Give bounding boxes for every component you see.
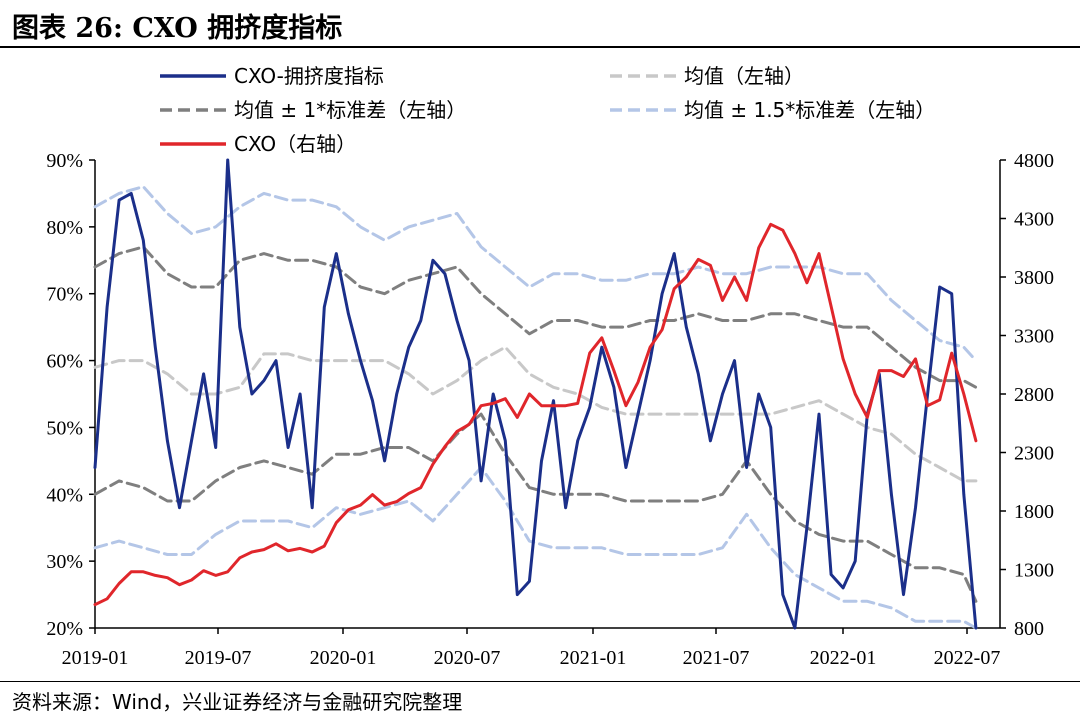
left-tick-label: 30% [46, 551, 83, 573]
right-tick-label: 4800 [1014, 150, 1054, 172]
right-tick-label: 800 [1014, 618, 1044, 640]
x-tick-label: 2019-01 [62, 647, 129, 669]
legend-1-5sd-label: 均值 ± 1.5*标准差（左轴） [684, 98, 935, 122]
x-tick-label: 2020-07 [434, 647, 501, 669]
right-tick-label: 3300 [1014, 326, 1054, 348]
legend-1sd-label: 均值 ± 1*标准差（左轴） [234, 98, 466, 122]
title-rule [0, 46, 1080, 48]
legend-crowding-label: CXO-拥挤度指标 [234, 64, 384, 88]
axes: 20% 30% 40% 50% 60% 70% 80% 90% 800 1300 1800 2300 2… [46, 150, 1054, 669]
series-lines [93, 158, 978, 630]
x-tick-label: 2020-01 [310, 647, 377, 669]
legend-cxo-label: CXO（右轴） [234, 132, 356, 156]
band-1sd-lower [93, 412, 978, 603]
left-tick-label: 80% [46, 217, 83, 239]
left-tick-label: 90% [46, 150, 83, 172]
left-tick-label: 40% [46, 484, 83, 506]
right-tick-label: 4300 [1014, 209, 1054, 231]
x-tick-label: 2021-01 [560, 647, 627, 669]
chart: CXO-拥挤度指标 均值（左轴） 均值 ± 1*标准差（左轴） 均值 ± 1.5*标准… [46, 64, 1054, 669]
crowding-index-line [93, 158, 978, 630]
x-tick-label: 2019-07 [185, 647, 252, 669]
legend-mean-label: 均值（左轴） [684, 64, 804, 88]
band-1sd-upper [93, 245, 978, 389]
left-tick-label: 50% [46, 417, 83, 439]
x-tick-label: 2022-07 [934, 647, 1001, 669]
mean-line [93, 345, 978, 483]
right-tick-label: 2800 [1014, 384, 1054, 406]
left-tick-label: 70% [46, 284, 83, 306]
cxo-price-line [93, 222, 978, 607]
right-tick-label: 1800 [1014, 501, 1054, 523]
left-tick-label: 20% [46, 618, 83, 640]
right-tick-label: 1300 [1014, 560, 1054, 582]
band-1-5sd-lower [93, 466, 978, 630]
x-tick-label: 2021-07 [683, 647, 750, 669]
legend: CXO-拥挤度指标 均值（左轴） 均值 ± 1*标准差（左轴） 均值 ± 1.5*标准… [160, 64, 935, 156]
right-tick-label: 2300 [1014, 443, 1054, 465]
right-tick-label: 3800 [1014, 267, 1054, 289]
band-1-5sd-upper [93, 185, 978, 363]
source-note: 资料来源：Wind，兴业证券经济与金融研究院整理 [12, 690, 463, 714]
page-title: 图表 26: CXO 拥挤度指标 [12, 13, 343, 44]
x-tick-label: 2022-01 [810, 647, 877, 669]
left-tick-label: 60% [46, 351, 83, 373]
footer-rule [0, 681, 1080, 682]
